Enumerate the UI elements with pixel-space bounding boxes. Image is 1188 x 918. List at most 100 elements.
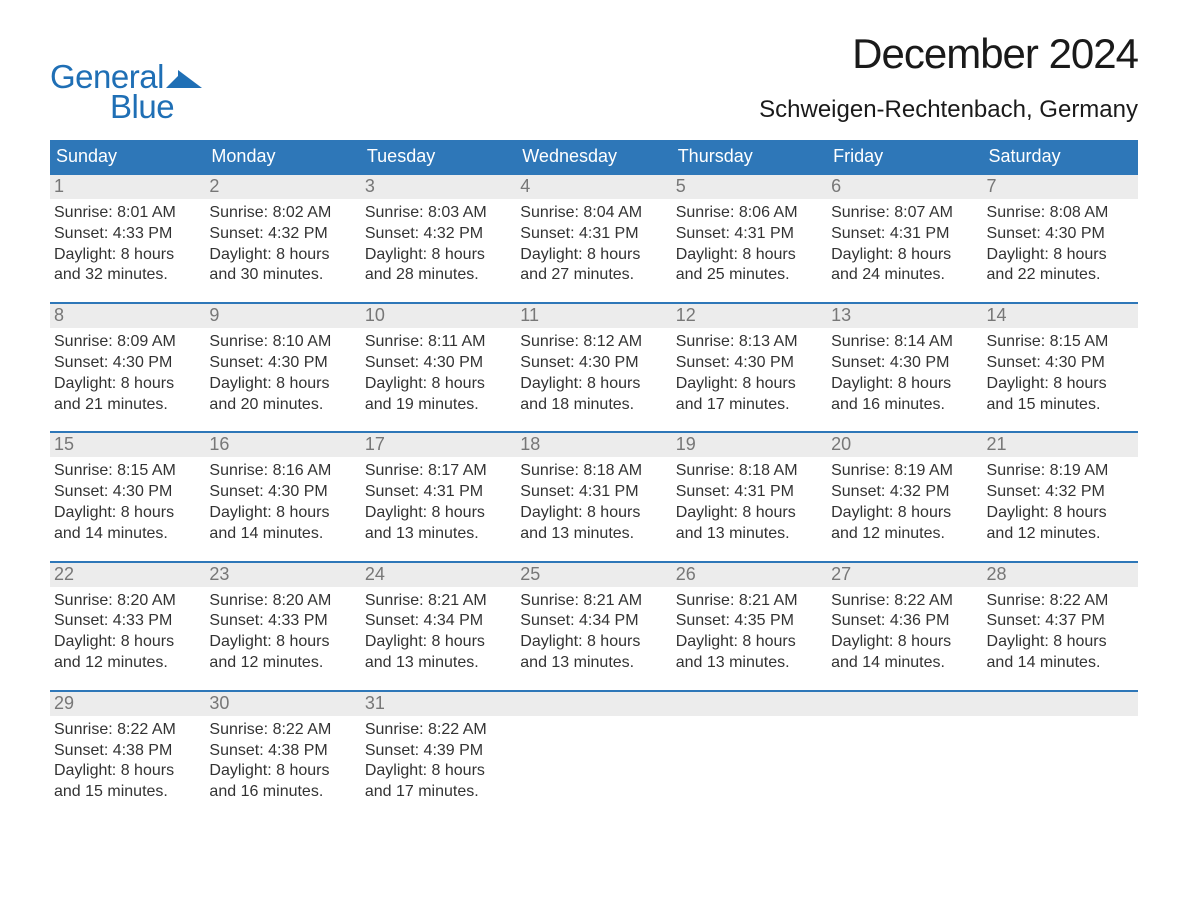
day-cell: Sunrise: 8:11 AMSunset: 4:30 PMDaylight:…: [361, 328, 516, 415]
day-cell: Sunrise: 8:22 AMSunset: 4:36 PMDaylight:…: [827, 587, 982, 674]
dow-friday: Friday: [827, 140, 982, 173]
day-dl2: and 12 minutes.: [831, 524, 978, 545]
day-dl1: Daylight: 8 hours: [987, 503, 1134, 524]
day-sunset: Sunset: 4:30 PM: [987, 224, 1134, 245]
day-sunset: Sunset: 4:33 PM: [54, 224, 201, 245]
day-dl1: Daylight: 8 hours: [987, 245, 1134, 266]
day-dl1: Daylight: 8 hours: [987, 374, 1134, 395]
day-sunrise: Sunrise: 8:22 AM: [54, 720, 201, 741]
day-number: 25: [516, 563, 671, 587]
day-sunrise: Sunrise: 8:19 AM: [831, 461, 978, 482]
day-number: 28: [983, 563, 1138, 587]
day-sunrise: Sunrise: 8:20 AM: [54, 591, 201, 612]
day-sunrise: Sunrise: 8:09 AM: [54, 332, 201, 353]
day-number: 22: [50, 563, 205, 587]
day-sunset: Sunset: 4:31 PM: [365, 482, 512, 503]
week-day-numbers: 891011121314: [50, 304, 1138, 328]
day-sunset: Sunset: 4:33 PM: [54, 611, 201, 632]
day-cell: Sunrise: 8:20 AMSunset: 4:33 PMDaylight:…: [205, 587, 360, 674]
day-dl1: Daylight: 8 hours: [209, 245, 356, 266]
day-sunrise: Sunrise: 8:18 AM: [520, 461, 667, 482]
day-cell: Sunrise: 8:16 AMSunset: 4:30 PMDaylight:…: [205, 457, 360, 544]
day-dl1: Daylight: 8 hours: [520, 632, 667, 653]
day-number: [672, 692, 827, 716]
day-cell: Sunrise: 8:15 AMSunset: 4:30 PMDaylight:…: [50, 457, 205, 544]
day-cell: Sunrise: 8:12 AMSunset: 4:30 PMDaylight:…: [516, 328, 671, 415]
day-number: 19: [672, 433, 827, 457]
day-sunrise: Sunrise: 8:10 AM: [209, 332, 356, 353]
day-cell: Sunrise: 8:18 AMSunset: 4:31 PMDaylight:…: [516, 457, 671, 544]
day-dl1: Daylight: 8 hours: [365, 374, 512, 395]
day-dl2: and 16 minutes.: [209, 782, 356, 803]
day-dl2: and 14 minutes.: [987, 653, 1134, 674]
day-sunrise: Sunrise: 8:21 AM: [520, 591, 667, 612]
day-dl1: Daylight: 8 hours: [365, 503, 512, 524]
day-sunrise: Sunrise: 8:22 AM: [987, 591, 1134, 612]
day-sunset: Sunset: 4:30 PM: [209, 482, 356, 503]
day-sunset: Sunset: 4:39 PM: [365, 741, 512, 762]
day-dl1: Daylight: 8 hours: [520, 245, 667, 266]
day-number: 21: [983, 433, 1138, 457]
day-dl2: and 21 minutes.: [54, 395, 201, 416]
day-sunrise: Sunrise: 8:06 AM: [676, 203, 823, 224]
day-sunrise: Sunrise: 8:02 AM: [209, 203, 356, 224]
day-dl1: Daylight: 8 hours: [831, 374, 978, 395]
day-sunset: Sunset: 4:31 PM: [520, 224, 667, 245]
month-title: December 2024: [759, 30, 1138, 78]
day-number: 10: [361, 304, 516, 328]
day-cell: [672, 716, 827, 803]
day-dl1: Daylight: 8 hours: [676, 245, 823, 266]
day-sunset: Sunset: 4:35 PM: [676, 611, 823, 632]
day-sunset: Sunset: 4:31 PM: [676, 482, 823, 503]
day-sunrise: Sunrise: 8:17 AM: [365, 461, 512, 482]
brand-mark-icon: [166, 64, 202, 88]
dow-monday: Monday: [205, 140, 360, 173]
day-number: 6: [827, 175, 982, 199]
day-cell: Sunrise: 8:07 AMSunset: 4:31 PMDaylight:…: [827, 199, 982, 286]
day-dl2: and 13 minutes.: [676, 653, 823, 674]
day-number: 9: [205, 304, 360, 328]
day-sunset: Sunset: 4:30 PM: [54, 353, 201, 374]
day-cell: Sunrise: 8:10 AMSunset: 4:30 PMDaylight:…: [205, 328, 360, 415]
day-dl2: and 13 minutes.: [520, 524, 667, 545]
week-day-numbers: 15161718192021: [50, 433, 1138, 457]
day-sunrise: Sunrise: 8:22 AM: [209, 720, 356, 741]
week-day-details: Sunrise: 8:20 AMSunset: 4:33 PMDaylight:…: [50, 587, 1138, 674]
day-number: 16: [205, 433, 360, 457]
day-dl2: and 14 minutes.: [831, 653, 978, 674]
day-dl2: and 13 minutes.: [365, 524, 512, 545]
day-cell: Sunrise: 8:03 AMSunset: 4:32 PMDaylight:…: [361, 199, 516, 286]
day-dl1: Daylight: 8 hours: [831, 632, 978, 653]
day-sunrise: Sunrise: 8:19 AM: [987, 461, 1134, 482]
day-number: 29: [50, 692, 205, 716]
day-number: 4: [516, 175, 671, 199]
day-sunset: Sunset: 4:32 PM: [831, 482, 978, 503]
day-dl2: and 18 minutes.: [520, 395, 667, 416]
day-dl2: and 28 minutes.: [365, 265, 512, 286]
day-sunrise: Sunrise: 8:15 AM: [54, 461, 201, 482]
day-cell: Sunrise: 8:21 AMSunset: 4:34 PMDaylight:…: [361, 587, 516, 674]
day-dl1: Daylight: 8 hours: [209, 503, 356, 524]
brand-logo: General Blue: [50, 30, 202, 126]
day-sunrise: Sunrise: 8:12 AM: [520, 332, 667, 353]
day-of-week-header: Sunday Monday Tuesday Wednesday Thursday…: [50, 140, 1138, 173]
day-number: 5: [672, 175, 827, 199]
day-dl1: Daylight: 8 hours: [54, 761, 201, 782]
day-cell: Sunrise: 8:19 AMSunset: 4:32 PMDaylight:…: [983, 457, 1138, 544]
week-row: 891011121314Sunrise: 8:09 AMSunset: 4:30…: [50, 302, 1138, 415]
day-dl2: and 24 minutes.: [831, 265, 978, 286]
day-sunrise: Sunrise: 8:22 AM: [831, 591, 978, 612]
day-sunrise: Sunrise: 8:04 AM: [520, 203, 667, 224]
day-sunrise: Sunrise: 8:15 AM: [987, 332, 1134, 353]
day-sunset: Sunset: 4:30 PM: [365, 353, 512, 374]
day-number: 2: [205, 175, 360, 199]
day-dl1: Daylight: 8 hours: [54, 632, 201, 653]
calendar: Sunday Monday Tuesday Wednesday Thursday…: [50, 140, 1138, 803]
day-dl2: and 12 minutes.: [987, 524, 1134, 545]
week-day-numbers: 1234567: [50, 175, 1138, 199]
day-sunset: Sunset: 4:30 PM: [209, 353, 356, 374]
day-sunrise: Sunrise: 8:20 AM: [209, 591, 356, 612]
day-sunset: Sunset: 4:34 PM: [365, 611, 512, 632]
week-day-details: Sunrise: 8:22 AMSunset: 4:38 PMDaylight:…: [50, 716, 1138, 803]
week-day-numbers: 22232425262728: [50, 563, 1138, 587]
